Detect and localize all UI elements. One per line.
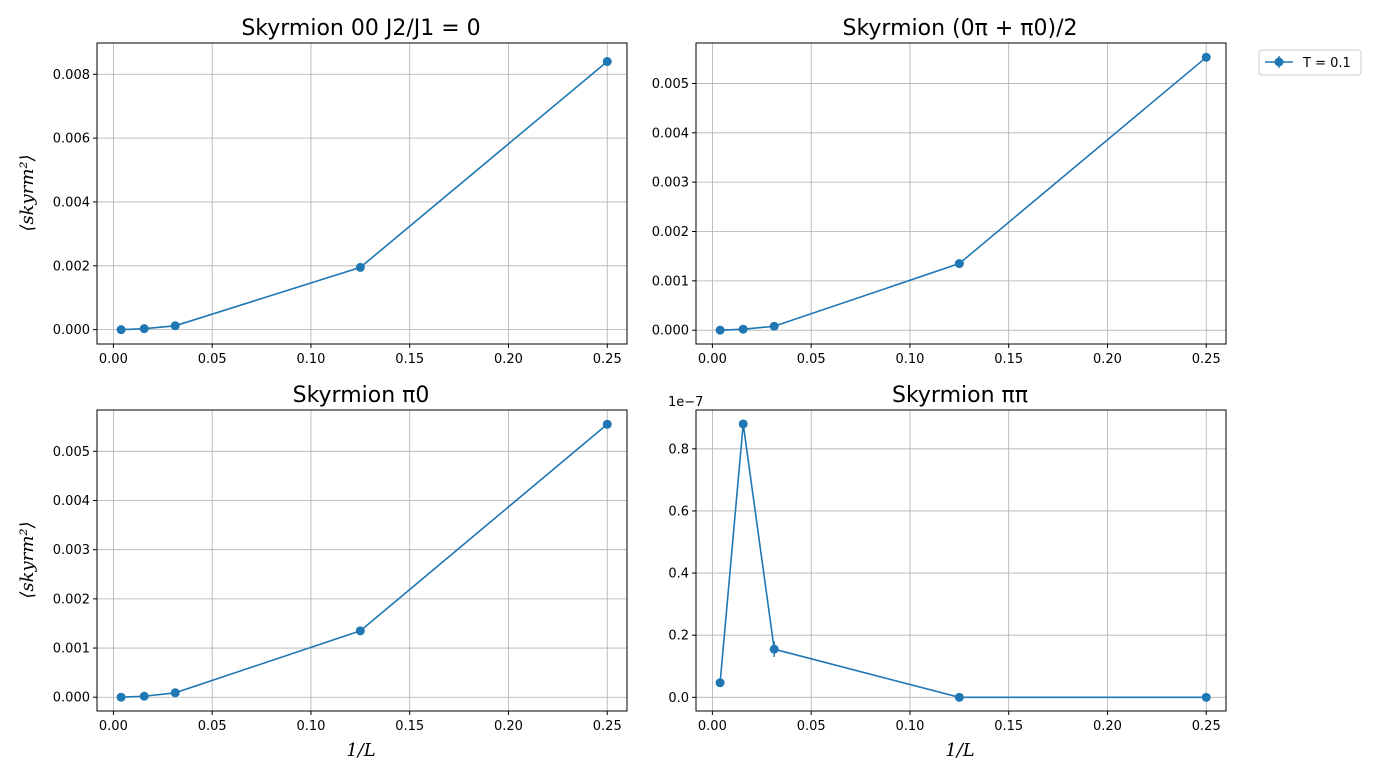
data-point bbox=[139, 324, 149, 334]
y-tick-label: 0.003 bbox=[652, 176, 689, 191]
data-point bbox=[602, 419, 612, 429]
x-tick-label: 0.20 bbox=[494, 352, 523, 367]
x-tick-label: 0.15 bbox=[994, 719, 1023, 734]
x-tick-label: 0.25 bbox=[593, 719, 622, 734]
y-tick-label: 0.000 bbox=[652, 324, 689, 339]
series-line bbox=[719, 423, 1207, 699]
data-point bbox=[715, 325, 725, 335]
y-tick-label: 0.004 bbox=[53, 195, 90, 210]
x-tick-label: 0.00 bbox=[99, 352, 128, 367]
x-tick-label: 0.05 bbox=[797, 719, 826, 734]
y-tick-label: 0.004 bbox=[53, 494, 90, 509]
y-tick-label: 0.6 bbox=[668, 504, 689, 519]
x-tick-label: 0.25 bbox=[1192, 719, 1221, 734]
y-tick-label: 0.005 bbox=[53, 445, 90, 460]
y-tick-label: 0.2 bbox=[668, 629, 689, 644]
data-point bbox=[1201, 52, 1211, 62]
legend-entry: T = 0.1 bbox=[1302, 56, 1351, 71]
x-tick-label: 0.15 bbox=[395, 352, 424, 367]
axes-frame bbox=[96, 42, 628, 345]
data-point bbox=[715, 678, 725, 688]
subplot-4: 0.00 0.05 0.10 0.15 0.20 0.25 0.0 0.2 0.4 0.6 0.8 bbox=[668, 409, 1227, 734]
series-line bbox=[121, 60, 608, 331]
x-tick-label: 0.20 bbox=[1093, 719, 1122, 734]
data-point bbox=[1201, 692, 1211, 702]
y-tick-label: 0.000 bbox=[53, 323, 90, 338]
x-tick-label: 0.05 bbox=[198, 352, 227, 367]
y-tick-label: 0.000 bbox=[53, 691, 90, 706]
x-tick-label: 0.25 bbox=[593, 352, 622, 367]
subplot-2: 0.00 0.05 0.10 0.15 0.20 0.25 0.000 0.001 0.002 0… bbox=[652, 42, 1227, 367]
x-tick-label: 0.10 bbox=[296, 719, 325, 734]
data-point bbox=[355, 626, 365, 636]
data-point bbox=[738, 324, 748, 334]
y-tick-label: 0.002 bbox=[652, 225, 689, 240]
y-tick-label: 0.005 bbox=[652, 77, 689, 92]
x-tick-label: 0.00 bbox=[99, 719, 128, 734]
x-tick-label: 0.00 bbox=[698, 352, 727, 367]
y-tick-label: 0.003 bbox=[53, 543, 90, 558]
y-axis-label-1: ⟨skyrm²⟩ bbox=[17, 154, 38, 231]
x-axis-label-4: 1/L bbox=[945, 740, 974, 761]
subplot-1: 0.00 0.05 0.10 0.15 0.20 0.25 0.000 0.002 0.004 0… bbox=[53, 42, 628, 367]
y-tick-label: 0.0 bbox=[668, 691, 689, 706]
axes-frame bbox=[695, 409, 1227, 712]
x-tick-label: 0.15 bbox=[994, 352, 1023, 367]
data-point bbox=[116, 692, 126, 702]
y-tick-label: 0.008 bbox=[53, 68, 90, 83]
x-tick-label: 0.10 bbox=[895, 352, 924, 367]
data-point bbox=[954, 259, 964, 269]
y-tick-label: 0.006 bbox=[53, 132, 90, 147]
data-point bbox=[139, 691, 149, 701]
series-line bbox=[720, 56, 1207, 331]
y-tick-label: 0.001 bbox=[652, 274, 689, 289]
legend-frame bbox=[1258, 49, 1362, 76]
y-axis-label-3: ⟨skyrm²⟩ bbox=[17, 521, 38, 598]
y-tick-label: 0.002 bbox=[53, 592, 90, 607]
y-tick-label: 0.004 bbox=[652, 126, 689, 141]
data-point bbox=[769, 644, 779, 654]
plot-areas: 0.00 0.05 0.10 0.15 0.20 0.250.0000.0020.0040… bbox=[53, 42, 1227, 734]
axes-frame bbox=[695, 42, 1227, 345]
x-axis-label-3: 1/L bbox=[346, 740, 375, 761]
data-point bbox=[769, 321, 779, 331]
axes-frame bbox=[96, 409, 628, 712]
data-point bbox=[355, 262, 365, 272]
y-tick-label: 0.8 bbox=[668, 442, 689, 457]
data-point bbox=[738, 419, 748, 429]
x-tick-label: 0.20 bbox=[494, 719, 523, 734]
x-tick-label: 0.05 bbox=[198, 719, 227, 734]
subplot-title-4: Skyrmion ππ bbox=[892, 383, 1028, 408]
subplot-title-3: Skyrmion π0 bbox=[293, 383, 430, 408]
subplot-title-2: Skyrmion (0π + π0)/2 bbox=[842, 16, 1077, 41]
subplot-title-1: Skyrmion 00 J2/J1 = 0 bbox=[241, 16, 480, 41]
data-point bbox=[602, 57, 612, 67]
x-tick-label: 0.25 bbox=[1192, 352, 1221, 367]
x-tick-label: 0.20 bbox=[1093, 352, 1122, 367]
data-point bbox=[116, 325, 126, 335]
x-tick-label: 0.15 bbox=[395, 719, 424, 734]
y-tick-label: 0.001 bbox=[53, 642, 90, 657]
data-point bbox=[170, 321, 180, 331]
series-line bbox=[121, 423, 608, 699]
subplot-3: 0.00 0.05 0.10 0.15 0.20 0.25 0.000 0.001 0.002 0… bbox=[53, 409, 628, 734]
x-tick-label: 0.00 bbox=[698, 719, 727, 734]
y-tick-label: 0.4 bbox=[668, 567, 689, 582]
legend: T = 0.1 bbox=[1258, 49, 1362, 76]
x-tick-label: 0.10 bbox=[296, 352, 325, 367]
data-point bbox=[954, 692, 964, 702]
y-offset-text-4: 1e−7 bbox=[668, 395, 703, 410]
x-tick-label: 0.05 bbox=[797, 352, 826, 367]
y-tick-label: 0.002 bbox=[53, 259, 90, 274]
data-point bbox=[170, 688, 180, 698]
x-tick-label: 0.10 bbox=[895, 719, 924, 734]
